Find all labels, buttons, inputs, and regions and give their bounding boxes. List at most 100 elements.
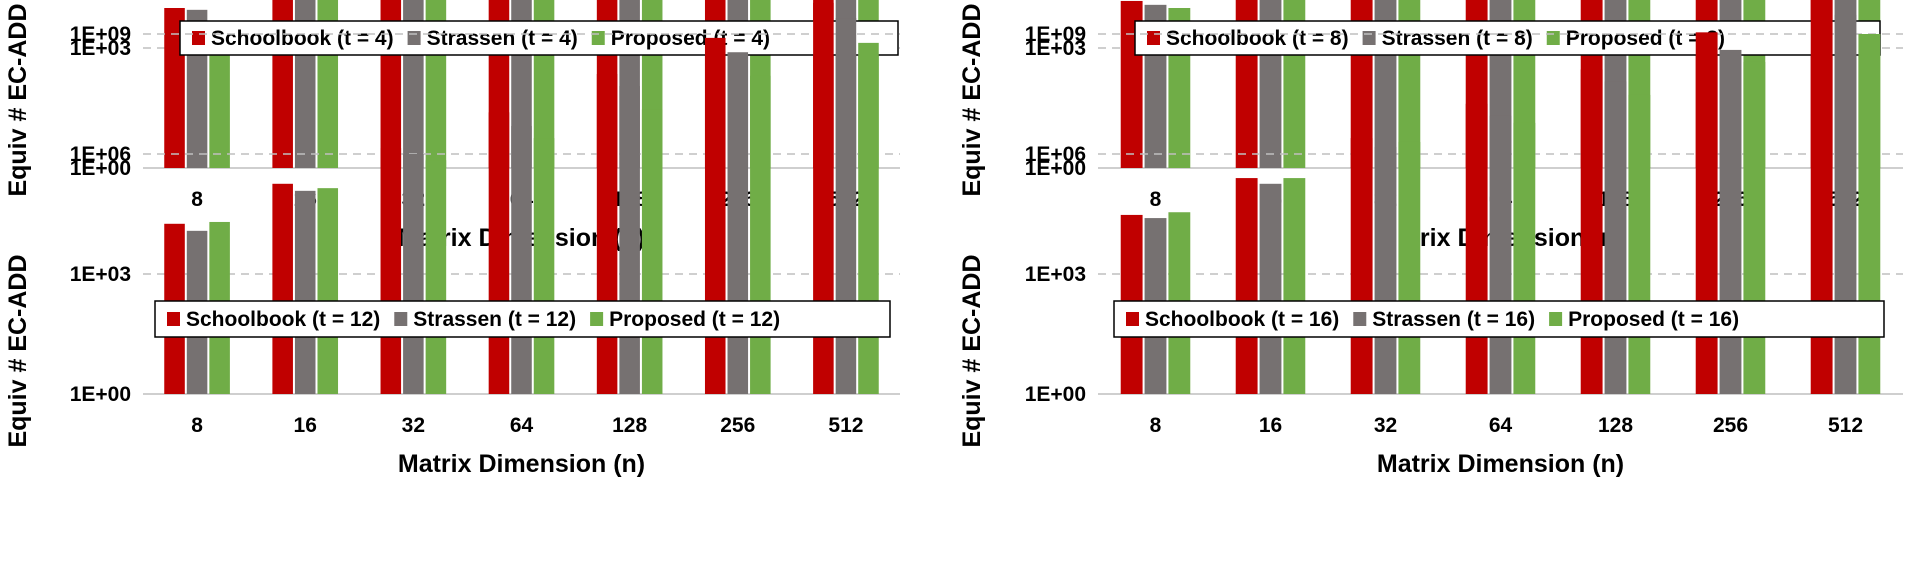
x-tick-label: 64 xyxy=(510,414,534,437)
legend-swatch xyxy=(1353,312,1367,326)
bar-strassen-512 xyxy=(835,18,857,395)
legend: Schoolbook (t = 8) Strassen (t = 8) Propos… xyxy=(1134,20,1881,56)
bar-schoolbook-128 xyxy=(1580,69,1603,395)
bar-schoolbook-512 xyxy=(813,2,834,394)
x-tick-label: 8 xyxy=(191,414,203,437)
bar-proposed-64 xyxy=(1513,122,1536,394)
bar-strassen-16 xyxy=(294,190,316,394)
bar-proposed-32 xyxy=(1398,141,1421,394)
legend-swatch xyxy=(192,31,205,45)
bar-proposed-8 xyxy=(209,23,230,168)
y-tick-label: 1E+03 xyxy=(70,263,131,286)
legend-swatch xyxy=(167,312,180,326)
bar-schoolbook-16 xyxy=(1235,178,1258,394)
bar-schoolbook-32 xyxy=(1350,138,1373,394)
legend-box xyxy=(154,300,891,338)
bar-strassen-64 xyxy=(511,126,532,394)
bar-schoolbook-64 xyxy=(1465,103,1488,395)
x-tick-label: 32 xyxy=(402,414,425,437)
y-axis-title: Equiv # EC-ADD xyxy=(958,3,986,196)
bar-schoolbook-128 xyxy=(596,74,618,394)
bar-proposed-128 xyxy=(1628,94,1651,394)
y-axis-title: Equiv # EC-ADD xyxy=(958,254,986,447)
bar-schoolbook-256 xyxy=(704,37,726,394)
legend-label: Proposed (t = 12) xyxy=(609,308,780,331)
bar-proposed-16 xyxy=(1283,178,1306,394)
bar-proposed-512 xyxy=(858,42,879,394)
legend-label: Schoolbook (t = 8) xyxy=(1166,27,1349,50)
legend-swatch xyxy=(407,31,421,45)
y-tick-label: 1E+03 xyxy=(70,37,131,60)
x-tick-label: 8 xyxy=(1150,188,1162,211)
bar-proposed-32 xyxy=(425,160,447,394)
bar-proposed-64 xyxy=(533,138,555,394)
x-axis-title: Matrix Dimension (n) xyxy=(398,450,645,478)
chart-panel-4: 1E+001E+031E+061E+091E+12816326412825651… xyxy=(958,0,1903,478)
y-tick-label: 1E+00 xyxy=(70,157,131,180)
legend-swatch xyxy=(1126,312,1139,326)
legend: Schoolbook (t = 12) Strassen (t = 12) Prop… xyxy=(154,300,891,338)
legend-box xyxy=(1134,20,1881,56)
x-tick-label: 16 xyxy=(294,414,317,437)
legend: Schoolbook (t = 4) Strassen (t = 4) Propos… xyxy=(179,20,899,56)
x-axis-title: Matrix Dimension (n) xyxy=(1377,450,1624,478)
legend-label: Proposed (t = 16) xyxy=(1568,308,1739,331)
legend-swatch xyxy=(1147,31,1160,45)
legend-box xyxy=(1113,300,1885,338)
legend-label: Strassen (t = 4) xyxy=(427,27,578,50)
y-tick-label: 1E+09 xyxy=(1025,23,1086,46)
legend-swatch xyxy=(591,31,605,45)
bar-schoolbook-256 xyxy=(1695,32,1718,394)
bar-strassen-16 xyxy=(1259,183,1282,394)
bar-proposed-256 xyxy=(750,75,771,395)
y-tick-label: 1E+03 xyxy=(1025,263,1086,286)
bar-strassen-128 xyxy=(619,86,640,394)
bar-strassen-32 xyxy=(1374,146,1397,394)
bar-proposed-128 xyxy=(641,109,663,395)
y-tick-label: 1E+09 xyxy=(70,23,131,46)
bar-schoolbook-64 xyxy=(488,112,510,394)
y-tick-label: 1E+03 xyxy=(1025,37,1086,60)
bar-strassen-128 xyxy=(1604,81,1627,395)
legend-swatch xyxy=(1362,31,1376,45)
bar-proposed-16 xyxy=(317,188,339,394)
x-tick-label: 512 xyxy=(828,414,863,437)
x-tick-label: 128 xyxy=(612,414,647,437)
legend-swatch xyxy=(394,312,408,326)
legend-label: Schoolbook (t = 12) xyxy=(186,308,380,331)
legend: Schoolbook (t = 16) Strassen (t = 16) Prop… xyxy=(1113,300,1885,338)
bar-schoolbook-16 xyxy=(272,183,293,394)
bar-strassen-32 xyxy=(403,154,424,394)
y-tick-label: 1E+00 xyxy=(1025,383,1086,406)
legend-swatch xyxy=(1546,31,1560,45)
legend-label: Schoolbook (t = 16) xyxy=(1145,308,1339,331)
x-tick-label: 128 xyxy=(1598,414,1633,437)
bar-strassen-256 xyxy=(727,52,749,395)
x-tick-label: 32 xyxy=(1374,414,1397,437)
legend-label: Proposed (t = 4) xyxy=(611,27,770,50)
chart-panel-3: 1E+001E+031E+061E+091E+12816326412825651… xyxy=(4,2,900,478)
y-tick-label: 1E+06 xyxy=(1025,143,1086,166)
legend-label: Strassen (t = 12) xyxy=(413,308,576,331)
bar-schoolbook-32 xyxy=(380,148,402,394)
bar-schoolbook-512 xyxy=(1810,0,1833,394)
legend-swatch xyxy=(590,312,604,326)
legend-label: Proposed (t = 8) xyxy=(1566,27,1725,50)
x-tick-label: 512 xyxy=(1828,414,1863,437)
legend-box xyxy=(179,20,899,56)
x-tick-label: 64 xyxy=(1489,414,1513,437)
legend-label: Strassen (t = 8) xyxy=(1382,27,1533,50)
x-tick-label: 8 xyxy=(191,188,203,211)
y-tick-label: 1E+00 xyxy=(70,383,131,406)
bar-strassen-256 xyxy=(1719,49,1742,394)
bar-proposed-256 xyxy=(1743,61,1766,394)
x-tick-label: 8 xyxy=(1150,414,1162,437)
bar-proposed-512 xyxy=(1858,34,1881,394)
y-tick-label: 1E+06 xyxy=(70,143,131,166)
y-axis-title: Equiv # EC-ADD xyxy=(4,3,32,196)
bar-strassen-64 xyxy=(1489,115,1512,395)
y-tick-label: 1E+00 xyxy=(1025,157,1086,180)
x-tick-label: 256 xyxy=(720,414,755,437)
